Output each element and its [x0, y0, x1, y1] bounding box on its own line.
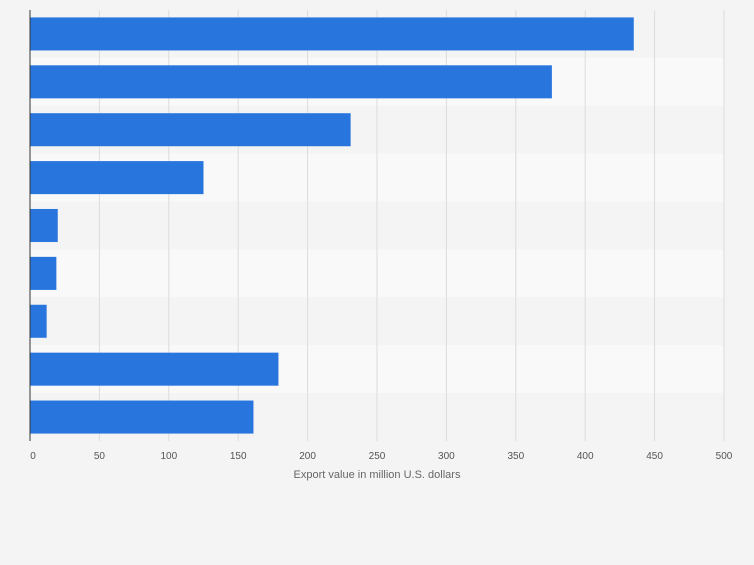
x-tick-label: 100: [160, 451, 177, 462]
bar: [30, 352, 279, 386]
x-tick-label: 200: [299, 451, 316, 462]
x-tick-label: 350: [507, 451, 524, 462]
x-tick-label: 500: [716, 451, 733, 462]
x-tick-label: 0: [30, 451, 36, 462]
bar: [30, 400, 254, 434]
bar: [30, 161, 204, 195]
x-tick-label: 250: [369, 451, 386, 462]
x-tick-label: 400: [577, 451, 594, 462]
bar: [30, 65, 552, 99]
bars: [30, 17, 634, 434]
bar: [30, 113, 351, 147]
bar: [30, 208, 58, 243]
x-tick-label: 450: [646, 451, 663, 462]
x-tick-label: 150: [230, 451, 247, 462]
x-tick-labels: 0 50 100 150 200 250 300 350 400 450 500: [30, 451, 733, 462]
bar: [30, 256, 57, 290]
x-tick-label: 50: [94, 451, 106, 462]
x-tick-label: 300: [438, 451, 455, 462]
bar: [30, 17, 634, 51]
bar: [30, 304, 47, 338]
x-axis-label: Export value in million U.S. dollars: [294, 469, 461, 481]
